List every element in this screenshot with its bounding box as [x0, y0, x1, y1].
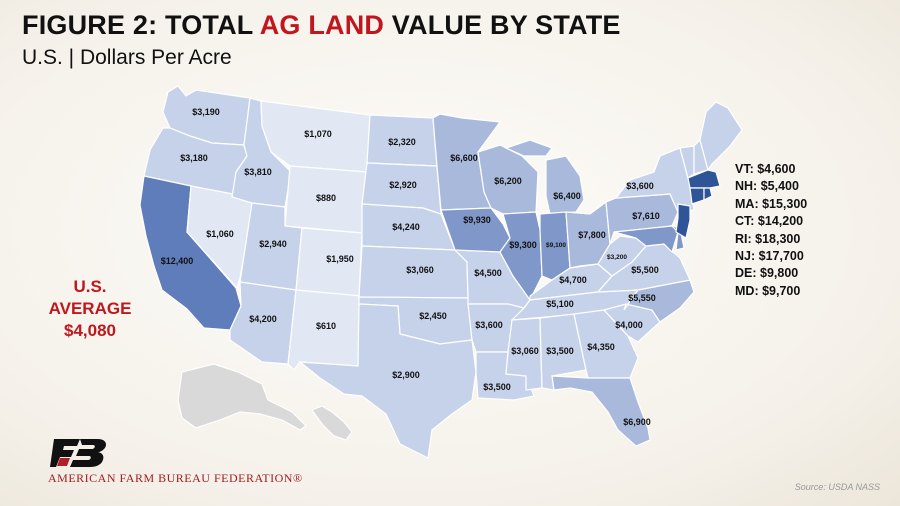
northeast-item: NH: $5,400: [735, 179, 799, 194]
label-GA: $4,350: [587, 342, 615, 352]
northeast-item: MA: $15,300: [735, 196, 808, 211]
state-RI: [703, 187, 713, 201]
northeast-item: CT: $14,200: [735, 214, 804, 229]
label-NC: $5,550: [628, 293, 656, 303]
label-CA: $12,400: [161, 256, 194, 266]
label-WA: $3,190: [192, 107, 220, 117]
label-FL: $6,900: [623, 417, 651, 427]
label-SC: $4,000: [615, 320, 643, 330]
us-average-line1: U.S.: [73, 277, 107, 296]
title-prefix: FIGURE 2: TOTAL: [22, 10, 260, 40]
label-AL: $3,500: [546, 346, 574, 356]
label-NY: $3,600: [626, 181, 654, 191]
label-WV: $3,200: [607, 254, 627, 261]
label-PA: $7,610: [632, 211, 660, 221]
us-average-value: $4,080: [64, 321, 116, 340]
state-MD: [613, 225, 679, 254]
us-average-callout: U.S. AVERAGE $4,080: [40, 276, 140, 342]
label-IN: $9,100: [546, 242, 566, 249]
state-ME: [699, 101, 743, 172]
label-TN: $5,100: [546, 299, 574, 309]
label-AZ: $4,200: [249, 314, 277, 324]
label-WI: $6,200: [494, 176, 522, 186]
state-MI: [545, 155, 585, 215]
label-ND: $2,320: [388, 137, 416, 147]
label-NE: $4,240: [392, 222, 420, 232]
source-note: Source: USDA NASS: [794, 482, 880, 492]
label-MS: $3,060: [511, 346, 539, 356]
state-NJ: [675, 203, 691, 239]
state-CT: [689, 187, 705, 205]
state-FL: [551, 375, 651, 447]
label-AR: $3,600: [475, 320, 503, 330]
state-TX: [298, 303, 477, 459]
label-ID: $3,810: [244, 167, 272, 177]
state-MI2: [504, 139, 553, 157]
label-MI: $6,400: [553, 191, 581, 201]
label-OR: $3,180: [180, 153, 208, 163]
label-TX: $2,900: [392, 370, 420, 380]
page-subtitle: U.S. | Dollars Per Acre: [22, 46, 232, 69]
label-OH: $7,800: [578, 230, 606, 240]
label-MT: $1,070: [304, 129, 332, 139]
title-highlight: AG LAND: [259, 10, 385, 40]
label-KS: $3,060: [406, 265, 434, 275]
title-suffix: VALUE BY STATE: [384, 10, 621, 40]
page-title: FIGURE 2: TOTAL AG LAND VALUE BY STATE: [22, 10, 621, 41]
label-IA: $9,930: [463, 215, 491, 225]
label-MN: $6,600: [450, 153, 478, 163]
label-LA: $3,500: [483, 382, 511, 392]
northeast-item: DE: $9,800: [735, 266, 799, 281]
label-NV: $1,060: [206, 229, 234, 239]
us-average-line2: AVERAGE: [48, 299, 132, 318]
label-MO: $4,500: [474, 268, 502, 278]
state-HI: [311, 405, 353, 441]
label-VA: $5,500: [631, 265, 659, 275]
northeast-item: MD: $9,700: [735, 283, 801, 298]
northeast-values-list: VT: $4,600 NH: $5,400 MA: $15,300 CT: $1…: [735, 161, 807, 300]
state-AK: [177, 363, 307, 431]
label-IL: $9,300: [509, 240, 537, 250]
northeast-item: NJ: $17,700: [735, 249, 804, 264]
northeast-item: RI: $18,300: [735, 231, 801, 246]
label-WY: $880: [316, 193, 336, 203]
label-SD: $2,920: [389, 180, 417, 190]
label-OK: $2,450: [419, 311, 447, 321]
label-KY: $4,700: [559, 275, 587, 285]
organization-name: AMERICAN FARM BUREAU FEDERATION®: [48, 471, 303, 485]
farm-bureau-logo-icon: [50, 439, 106, 467]
label-UT: $2,940: [259, 239, 287, 249]
label-NM: $610: [316, 321, 336, 331]
northeast-item: VT: $4,600: [735, 162, 796, 176]
label-CO: $1,950: [326, 254, 354, 264]
